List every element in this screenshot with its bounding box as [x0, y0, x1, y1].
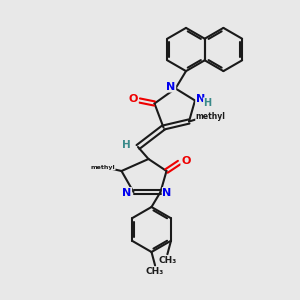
Text: H: H [122, 140, 131, 150]
Text: methyl: methyl [91, 165, 115, 170]
Text: O: O [181, 156, 190, 166]
Text: N: N [196, 94, 205, 104]
Text: CH₃: CH₃ [158, 256, 176, 265]
Text: N: N [122, 188, 131, 198]
Text: N: N [163, 188, 172, 198]
Text: methyl: methyl [196, 112, 226, 121]
Text: N: N [167, 82, 176, 92]
Text: O: O [129, 94, 138, 104]
Text: CH₃: CH₃ [146, 267, 164, 276]
Text: H: H [203, 98, 212, 108]
